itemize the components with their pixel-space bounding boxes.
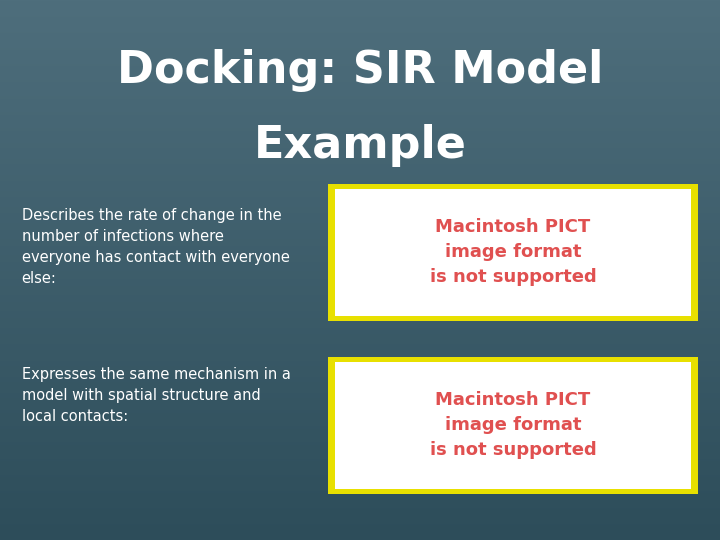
Bar — [328, 184, 698, 321]
Text: Macintosh PICT
image format
is not supported: Macintosh PICT image format is not suppo… — [430, 219, 596, 286]
Bar — [335, 189, 691, 316]
Text: Macintosh PICT
image format
is not supported: Macintosh PICT image format is not suppo… — [430, 392, 596, 459]
Text: Describes the rate of change in the
number of infections where
everyone has cont: Describes the rate of change in the numb… — [22, 208, 289, 286]
Text: Docking: SIR Model: Docking: SIR Model — [117, 49, 603, 92]
Text: Expresses the same mechanism in a
model with spatial structure and
local contact: Expresses the same mechanism in a model … — [22, 367, 290, 424]
Bar — [328, 357, 698, 494]
Text: Example: Example — [253, 124, 467, 167]
Bar — [335, 362, 691, 489]
